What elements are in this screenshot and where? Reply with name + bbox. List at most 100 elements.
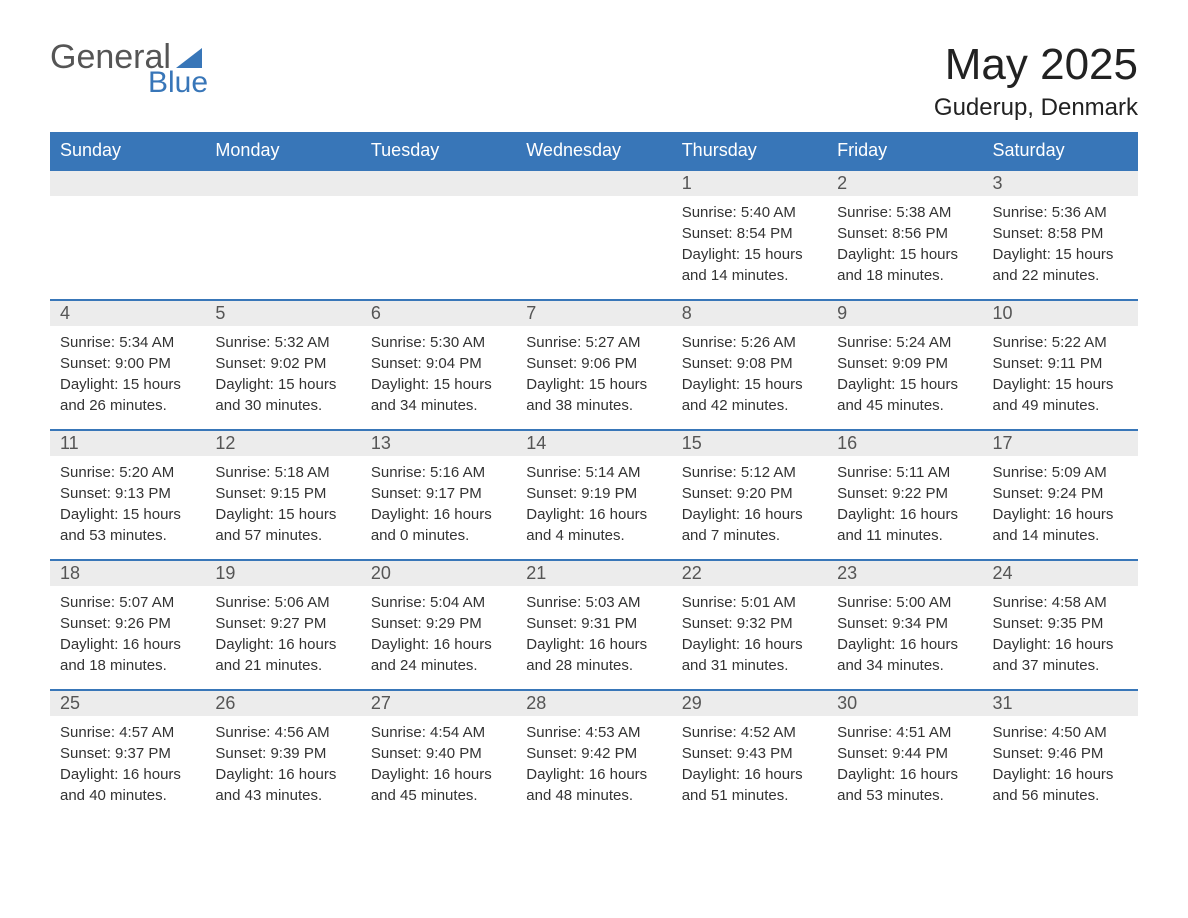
daylight-line: Daylight: 16 hours and 53 minutes. — [837, 764, 972, 806]
day-of-week-header: Saturday — [983, 132, 1138, 170]
day-number: 1 — [672, 171, 827, 196]
sunrise-line: Sunrise: 5:09 AM — [993, 462, 1128, 483]
sunset-line: Sunset: 9:34 PM — [837, 613, 972, 634]
sunset-line: Sunset: 9:42 PM — [526, 743, 661, 764]
calendar-week-row: 25 Sunrise: 4:57 AMSunset: 9:37 PM Dayligh… — [50, 690, 1138, 820]
daylight-line: Daylight: 16 hours and 48 minutes. — [526, 764, 661, 806]
day-details: Sunrise: 5:09 AMSunset: 9:24 PMDaylight:… — [983, 456, 1138, 556]
sunset-line: Sunset: 9:37 PM — [60, 743, 195, 764]
calendar-day-cell — [516, 170, 671, 300]
calendar-day-cell: 23Sunrise: 5:00 AMSunset: 9:34 PMDayligh… — [827, 560, 982, 690]
calendar-day-cell: 15Sunrise: 5:12 AMSunset: 9:20 PMDayligh… — [672, 430, 827, 560]
sunset-line: Sunset: 9:20 PM — [682, 483, 817, 504]
days-of-week-row: SundayMondayTuesdayWednesdayThursdayFrid… — [50, 132, 1138, 170]
day-of-week-header: Tuesday — [361, 132, 516, 170]
daylight-line: Daylight: 16 hours and 28 minutes. — [526, 634, 661, 676]
day-number: 7 — [516, 301, 671, 326]
day-of-week-header: Friday — [827, 132, 982, 170]
calendar-day-cell — [361, 170, 516, 300]
daylight-line: Daylight: 15 hours and 38 minutes. — [526, 374, 661, 416]
day-details: Sunrise: 5:03 AMSunset: 9:31 PMDaylight:… — [516, 586, 671, 686]
day-details: Sunrise: 5:34 AMSunset: 9:00 PMDaylight:… — [50, 326, 205, 426]
sunrise-line: Sunrise: 4:57 AM — [60, 722, 195, 743]
sunrise-line: Sunrise: 5:14 AM — [526, 462, 661, 483]
day-details: Sunrise: 4:54 AMSunset: 9:40 PMDaylight:… — [361, 716, 516, 816]
sunrise-line: Sunrise: 5:24 AM — [837, 332, 972, 353]
sunset-line: Sunset: 9:32 PM — [682, 613, 817, 634]
sunset-line: Sunset: 9:22 PM — [837, 483, 972, 504]
sunset-line: Sunset: 9:40 PM — [371, 743, 506, 764]
daylight-line: Daylight: 15 hours and 45 minutes. — [837, 374, 972, 416]
day-number: 28 — [516, 691, 671, 716]
calendar-day-cell: 16Sunrise: 5:11 AMSunset: 9:22 PMDayligh… — [827, 430, 982, 560]
daylight-line: Daylight: 15 hours and 18 minutes. — [837, 244, 972, 286]
daylight-line: Daylight: 16 hours and 7 minutes. — [682, 504, 817, 546]
sunset-line: Sunset: 9:17 PM — [371, 483, 506, 504]
calendar-day-cell — [205, 170, 360, 300]
day-details: Sunrise: 5:00 AMSunset: 9:34 PMDaylight:… — [827, 586, 982, 686]
daylight-line: Daylight: 16 hours and 51 minutes. — [682, 764, 817, 806]
daylight-line: Daylight: 16 hours and 24 minutes. — [371, 634, 506, 676]
day-number: 15 — [672, 431, 827, 456]
sunset-line: Sunset: 9:00 PM — [60, 353, 195, 374]
sunset-line: Sunset: 9:04 PM — [371, 353, 506, 374]
sunrise-line: Sunrise: 5:26 AM — [682, 332, 817, 353]
day-details: Sunrise: 5:30 AMSunset: 9:04 PMDaylight:… — [361, 326, 516, 426]
day-number: 14 — [516, 431, 671, 456]
sunset-line: Sunset: 9:27 PM — [215, 613, 350, 634]
calendar-day-cell: 9Sunrise: 5:24 AMSunset: 9:09 PMDaylight… — [827, 300, 982, 430]
sunrise-line: Sunrise: 4:50 AM — [993, 722, 1128, 743]
sunset-line: Sunset: 9:13 PM — [60, 483, 195, 504]
daylight-line: Daylight: 16 hours and 0 minutes. — [371, 504, 506, 546]
daylight-line: Daylight: 15 hours and 42 minutes. — [682, 374, 817, 416]
day-details: Sunrise: 5:16 AMSunset: 9:17 PMDaylight:… — [361, 456, 516, 556]
day-number: 4 — [50, 301, 205, 326]
sunset-line: Sunset: 9:46 PM — [993, 743, 1128, 764]
day-details: Sunrise: 5:40 AMSunset: 8:54 PMDaylight:… — [672, 196, 827, 296]
day-number: 25 — [50, 691, 205, 716]
daylight-line: Daylight: 16 hours and 4 minutes. — [526, 504, 661, 546]
day-number — [205, 171, 360, 196]
day-number: 3 — [983, 171, 1138, 196]
day-details: Sunrise: 4:52 AMSunset: 9:43 PMDaylight:… — [672, 716, 827, 816]
day-number: 2 — [827, 171, 982, 196]
sunrise-line: Sunrise: 5:27 AM — [526, 332, 661, 353]
sunset-line: Sunset: 9:29 PM — [371, 613, 506, 634]
sunrise-line: Sunrise: 5:20 AM — [60, 462, 195, 483]
header: General Blue May 2025 Guderup, Denmark — [50, 40, 1138, 122]
daylight-line: Daylight: 15 hours and 34 minutes. — [371, 374, 506, 416]
calendar-day-cell — [50, 170, 205, 300]
daylight-line: Daylight: 16 hours and 37 minutes. — [993, 634, 1128, 676]
calendar-day-cell: 19Sunrise: 5:06 AMSunset: 9:27 PMDayligh… — [205, 560, 360, 690]
calendar-day-cell: 31Sunrise: 4:50 AMSunset: 9:46 PMDayligh… — [983, 690, 1138, 820]
calendar-day-cell: 8Sunrise: 5:26 AMSunset: 9:08 PMDaylight… — [672, 300, 827, 430]
sunset-line: Sunset: 9:15 PM — [215, 483, 350, 504]
day-details: Sunrise: 5:20 AMSunset: 9:13 PMDaylight:… — [50, 456, 205, 556]
day-number — [50, 171, 205, 196]
calendar-day-cell: 21Sunrise: 5:03 AMSunset: 9:31 PMDayligh… — [516, 560, 671, 690]
sunset-line: Sunset: 9:19 PM — [526, 483, 661, 504]
daylight-line: Daylight: 16 hours and 43 minutes. — [215, 764, 350, 806]
daylight-line: Daylight: 15 hours and 14 minutes. — [682, 244, 817, 286]
day-number: 13 — [361, 431, 516, 456]
sunset-line: Sunset: 9:31 PM — [526, 613, 661, 634]
day-details: Sunrise: 5:06 AMSunset: 9:27 PMDaylight:… — [205, 586, 360, 686]
calendar-week-row: 11Sunrise: 5:20 AMSunset: 9:13 PMDayligh… — [50, 430, 1138, 560]
day-number: 24 — [983, 561, 1138, 586]
day-number: 6 — [361, 301, 516, 326]
sunrise-line: Sunrise: 4:56 AM — [215, 722, 350, 743]
day-number: 22 — [672, 561, 827, 586]
sunrise-line: Sunrise: 5:38 AM — [837, 202, 972, 223]
day-details: Sunrise: 5:26 AMSunset: 9:08 PMDaylight:… — [672, 326, 827, 426]
calendar-day-cell: 3Sunrise: 5:36 AMSunset: 8:58 PMDaylight… — [983, 170, 1138, 300]
day-details: Sunrise: 5:04 AMSunset: 9:29 PMDaylight:… — [361, 586, 516, 686]
daylight-line: Daylight: 16 hours and 34 minutes. — [837, 634, 972, 676]
day-details: Sunrise: 5:12 AMSunset: 9:20 PMDaylight:… — [672, 456, 827, 556]
calendar-table: SundayMondayTuesdayWednesdayThursdayFrid… — [50, 132, 1138, 820]
calendar-day-cell: 27Sunrise: 4:54 AMSunset: 9:40 PMDayligh… — [361, 690, 516, 820]
sunset-line: Sunset: 9:02 PM — [215, 353, 350, 374]
sunrise-line: Sunrise: 5:36 AM — [993, 202, 1128, 223]
calendar-day-cell: 11Sunrise: 5:20 AMSunset: 9:13 PMDayligh… — [50, 430, 205, 560]
daylight-line: Daylight: 15 hours and 22 minutes. — [993, 244, 1128, 286]
sunrise-line: Sunrise: 4:58 AM — [993, 592, 1128, 613]
